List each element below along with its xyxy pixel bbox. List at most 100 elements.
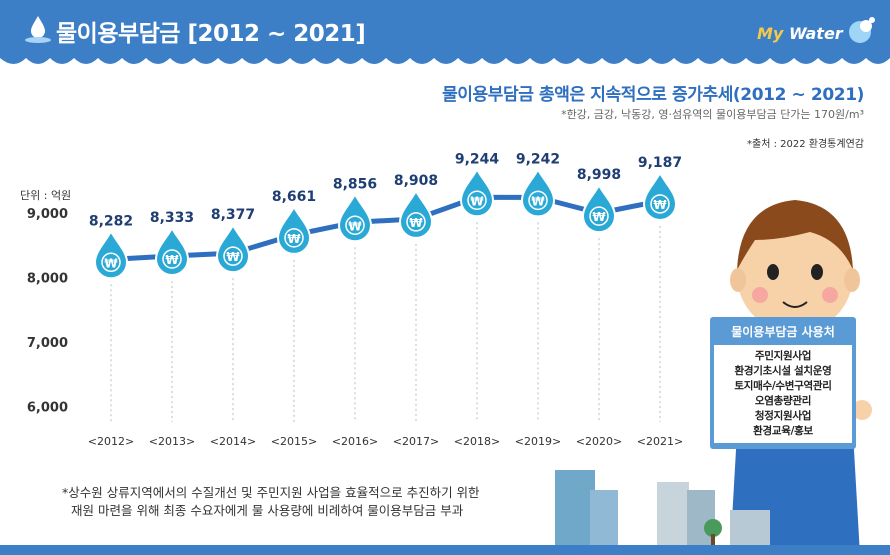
water-drop-icon (25, 16, 51, 43)
data-label: 8,856 (333, 176, 377, 192)
usage-item: 환경기초시설 설치운영 (734, 365, 832, 377)
data-label: 8,908 (394, 173, 438, 189)
series-line (108, 194, 663, 262)
data-point-marker: ₩ (276, 204, 312, 255)
brand-water: Water (788, 24, 843, 43)
data-label: 8,377 (211, 207, 255, 223)
y-tick-label: 6,000 (27, 401, 68, 416)
label-layer: 9,000 8,000 7,000 6,000 8,282 <2012> 8,333 <201… (27, 151, 683, 448)
unit-label: 단위 : 억원 (20, 189, 72, 202)
building (687, 490, 715, 545)
brand-logo: My Water (757, 24, 843, 43)
data-point-marker: ₩ (520, 167, 556, 218)
x-tick-label: <2019> (515, 435, 561, 448)
data-point-marker: ₩ (398, 188, 434, 239)
brand-my: My (757, 24, 784, 43)
marker-ring (528, 190, 548, 211)
data-label: 9,244 (455, 151, 500, 167)
character-mouth (782, 301, 808, 308)
tree-icon (704, 519, 722, 537)
usage-sign: 물이용부담금 사용처 주민지원사업 환경기초시설 설치운영 토지매수/수변구역관… (710, 317, 856, 449)
character-left-cheek (752, 287, 768, 303)
building (590, 490, 618, 545)
x-tick-label: <2014> (210, 435, 256, 448)
x-tick-label: <2016> (332, 435, 378, 448)
marker-ring (101, 252, 121, 273)
data-point-marker: ₩ (215, 222, 251, 274)
x-tick-label: <2020> (576, 435, 622, 448)
marker-layer: ₩ ₩ ₩ ₩ ₩ ₩ ₩ ₩ ₩ ₩ (93, 167, 678, 280)
marker-ring (650, 194, 670, 214)
character-right-hand (852, 400, 872, 420)
header-banner (0, 0, 890, 64)
data-point-marker: ₩ (642, 170, 678, 221)
data-point-marker: ₩ (154, 225, 190, 277)
marker-ring (284, 228, 304, 248)
data-point-marker: ₩ (581, 182, 617, 234)
tree-trunk (711, 534, 715, 545)
character-right-eye (811, 264, 823, 280)
building (555, 470, 595, 545)
data-label: 8,998 (577, 167, 621, 183)
character-hair (737, 200, 853, 270)
won-symbol: ₩ (531, 194, 545, 208)
page-title: 물이용부담금 [2012 ~ 2021] (56, 21, 366, 47)
city-buildings-illustration (555, 470, 770, 545)
footnote-line: *상수원 상류지역에서의 수질개선 및 주민지원 사업을 효율적으로 추진하기 … (62, 485, 480, 500)
marker-ring (345, 215, 365, 236)
usage-item: 주민지원사업 (754, 350, 812, 362)
character-right-ear (844, 268, 860, 292)
building (657, 482, 689, 545)
won-symbol: ₩ (592, 210, 606, 224)
x-tick-label: <2013> (149, 435, 195, 448)
y-tick-label: 8,000 (27, 272, 68, 287)
water-splash-logo-icon (849, 17, 875, 43)
data-label: 9,242 (516, 151, 560, 167)
chart-subtitle: 물이용부담금 총액은 지속적으로 증가추세(2012 ~ 2021) (442, 85, 864, 105)
marker-ring (223, 246, 243, 266)
data-point-marker: ₩ (459, 167, 495, 218)
data-label: 8,661 (272, 189, 316, 205)
character-right-cheek (822, 287, 838, 303)
character-left-ear (730, 268, 746, 292)
usage-item: 청정지원사업 (754, 410, 812, 422)
usage-item: 오염총량관리 (754, 395, 812, 407)
data-point-marker: ₩ (337, 192, 373, 243)
data-point-marker: ₩ (93, 229, 129, 280)
line-chart: ₩ ₩ ₩ ₩ ₩ ₩ ₩ ₩ ₩ ₩ 9,000 8,000 7,000 6,000 8,282 <201… (27, 151, 683, 448)
footnote: *상수원 상류지역에서의 수질개선 및 주민지원 사업을 효율적으로 추진하기 … (62, 484, 480, 520)
footnote-line: 재원 마련을 위해 최종 수요자에게 물 사용량에 비례하여 물이용부담금 부과 (71, 503, 464, 518)
marker-ring (467, 190, 487, 211)
source-note: *출처 : 2022 환경통계연감 (747, 139, 864, 150)
won-symbol: ₩ (348, 219, 362, 233)
y-tick-label: 7,000 (27, 336, 68, 351)
x-tick-label: <2012> (88, 435, 134, 448)
won-symbol: ₩ (287, 232, 301, 246)
won-symbol: ₩ (165, 253, 179, 267)
marker-ring (406, 212, 426, 232)
data-label: 8,333 (150, 210, 194, 226)
usage-item: 토지매수/수변구역관리 (734, 380, 832, 392)
grid-layer (110, 222, 661, 422)
marker-ring (162, 249, 182, 269)
character-face (737, 217, 853, 333)
building (730, 510, 770, 545)
header-wave-background (0, 0, 890, 64)
won-symbol: ₩ (470, 194, 484, 208)
line-layer (108, 194, 663, 262)
won-symbol: ₩ (226, 250, 240, 264)
x-tick-label: <2018> (454, 435, 500, 448)
usage-list: 주민지원사업 환경기초시설 설치운영 토지매수/수변구역관리 오염총량관리 청정… (714, 345, 852, 443)
usage-sign-title: 물이용부담금 사용처 (731, 325, 835, 339)
marker-ring (589, 206, 609, 226)
won-symbol: ₩ (653, 198, 667, 212)
data-label: 9,187 (638, 155, 682, 171)
won-symbol: ₩ (409, 216, 423, 230)
x-tick-label: <2017> (393, 435, 439, 448)
y-tick-label: 9,000 (27, 207, 68, 222)
bottom-bar (0, 545, 890, 555)
x-tick-label: <2015> (271, 435, 317, 448)
x-tick-label: <2021> (637, 435, 683, 448)
usage-item: 환경교육/홍보 (753, 425, 813, 437)
